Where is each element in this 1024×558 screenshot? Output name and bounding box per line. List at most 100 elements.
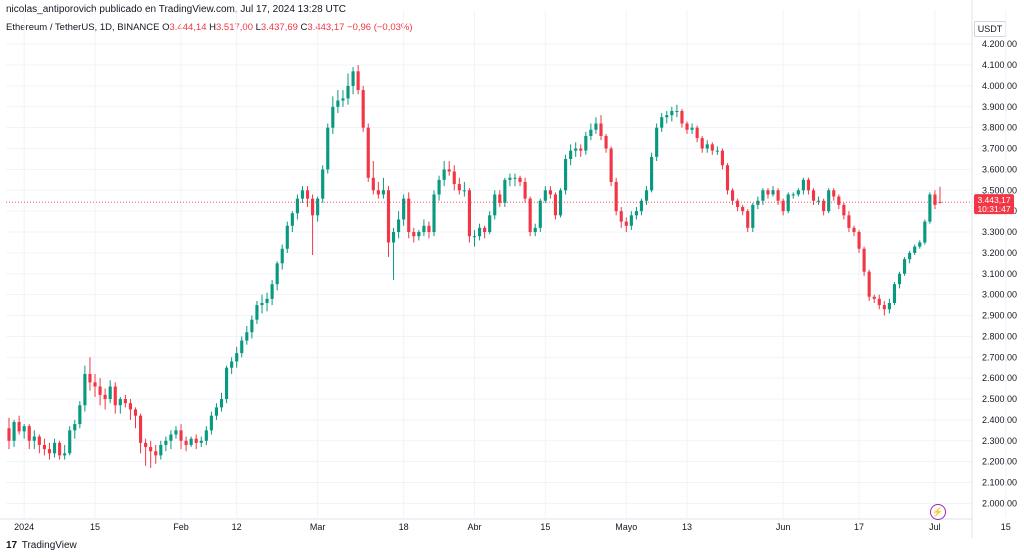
candle xyxy=(665,115,669,118)
candle xyxy=(295,198,299,214)
candle xyxy=(230,361,234,368)
candle xyxy=(872,296,876,299)
candle xyxy=(746,211,750,228)
candle xyxy=(52,442,57,454)
x-tick-label: 15 xyxy=(90,522,100,532)
candle xyxy=(887,303,891,310)
y-tick-label: 3.300,00 xyxy=(982,227,1017,237)
x-tick-label: 18 xyxy=(399,522,409,532)
candle xyxy=(452,171,456,185)
candle xyxy=(837,196,841,205)
candle xyxy=(12,421,16,441)
candle xyxy=(816,200,821,202)
candle xyxy=(128,403,133,410)
candle xyxy=(584,136,588,151)
candle xyxy=(321,169,325,199)
y-tick-label: 3.900,00 xyxy=(982,102,1017,112)
candle xyxy=(32,436,36,441)
candle xyxy=(290,213,294,226)
candle xyxy=(63,453,67,456)
candle xyxy=(27,426,31,441)
y-tick-label: 2.500,00 xyxy=(982,394,1017,404)
candle xyxy=(857,232,861,249)
price-tag-countdown: 10:31:47 xyxy=(977,204,1010,214)
candle xyxy=(68,430,72,454)
candle xyxy=(214,407,219,416)
candle xyxy=(397,219,401,233)
candle xyxy=(270,284,274,299)
candle xyxy=(675,110,679,112)
candle xyxy=(199,440,203,443)
candle xyxy=(103,394,107,400)
candle xyxy=(37,436,41,445)
candle xyxy=(685,123,689,130)
candle xyxy=(533,227,537,233)
candle xyxy=(634,211,638,216)
candle xyxy=(736,200,740,207)
candle xyxy=(913,246,917,253)
candle xyxy=(862,248,866,272)
x-tick-label: Jun xyxy=(776,522,791,532)
candle xyxy=(169,434,173,441)
y-tick-label: 2.100,00 xyxy=(982,478,1017,488)
candle xyxy=(604,136,608,149)
candle xyxy=(47,449,52,454)
y-tick-label: 3.600,00 xyxy=(982,164,1017,174)
candle xyxy=(786,194,790,212)
candle xyxy=(518,177,522,182)
y-tick-label: 2.400,00 xyxy=(982,415,1017,425)
candle xyxy=(827,190,831,212)
candle xyxy=(417,232,421,237)
low-label: L xyxy=(255,22,261,33)
x-tick-label: Jul xyxy=(929,522,941,532)
candle xyxy=(457,184,461,191)
lightning-icon[interactable]: ⚡ xyxy=(930,504,946,520)
candle xyxy=(771,190,775,195)
candle xyxy=(477,227,482,237)
candle xyxy=(78,405,82,425)
y-tick-label: 4.000,00 xyxy=(982,81,1017,91)
candle xyxy=(326,127,330,170)
close-value: 3.443,17 xyxy=(307,22,345,33)
x-tick-label: 13 xyxy=(682,522,692,532)
y-tick-label: 3.000,00 xyxy=(982,290,1017,300)
candle xyxy=(761,190,765,201)
candle xyxy=(442,169,446,180)
candle xyxy=(285,225,289,249)
publisher-line: nicolas_antiporovich publicado en Tradin… xyxy=(6,4,347,15)
x-tick-label: 15 xyxy=(1001,522,1011,532)
y-tick-label: 3.500,00 xyxy=(982,185,1017,195)
y-tick-label: 3.800,00 xyxy=(982,123,1017,133)
candle xyxy=(791,194,795,196)
candle xyxy=(472,236,477,238)
candle xyxy=(17,421,21,432)
candle xyxy=(280,248,284,264)
y-tick-label: 2.900,00 xyxy=(982,311,1017,321)
candle xyxy=(488,215,492,233)
y-tick-label: 4.100,00 xyxy=(982,60,1017,70)
candle xyxy=(164,440,168,445)
candle xyxy=(194,438,198,443)
y-tick-label: 2.800,00 xyxy=(982,331,1017,341)
x-tick-label: 12 xyxy=(232,522,242,532)
candle xyxy=(118,399,122,406)
candle xyxy=(781,200,785,212)
candle xyxy=(462,190,466,192)
candle xyxy=(892,284,897,304)
candle xyxy=(467,190,472,237)
candle xyxy=(923,221,927,243)
y-tick-label: 3.700,00 xyxy=(982,144,1017,154)
candle xyxy=(179,430,183,441)
tradingview-footer[interactable]: 17 TradingView xyxy=(6,540,77,551)
candle xyxy=(189,438,193,445)
candle xyxy=(42,444,46,450)
candle xyxy=(796,190,800,195)
currency-button[interactable]: USDT xyxy=(974,21,1006,37)
candle xyxy=(351,71,355,86)
y-tick-label: 2.700,00 xyxy=(982,352,1017,362)
candle xyxy=(305,190,310,199)
candle xyxy=(123,399,127,404)
candle xyxy=(386,190,391,243)
candle xyxy=(579,148,583,151)
